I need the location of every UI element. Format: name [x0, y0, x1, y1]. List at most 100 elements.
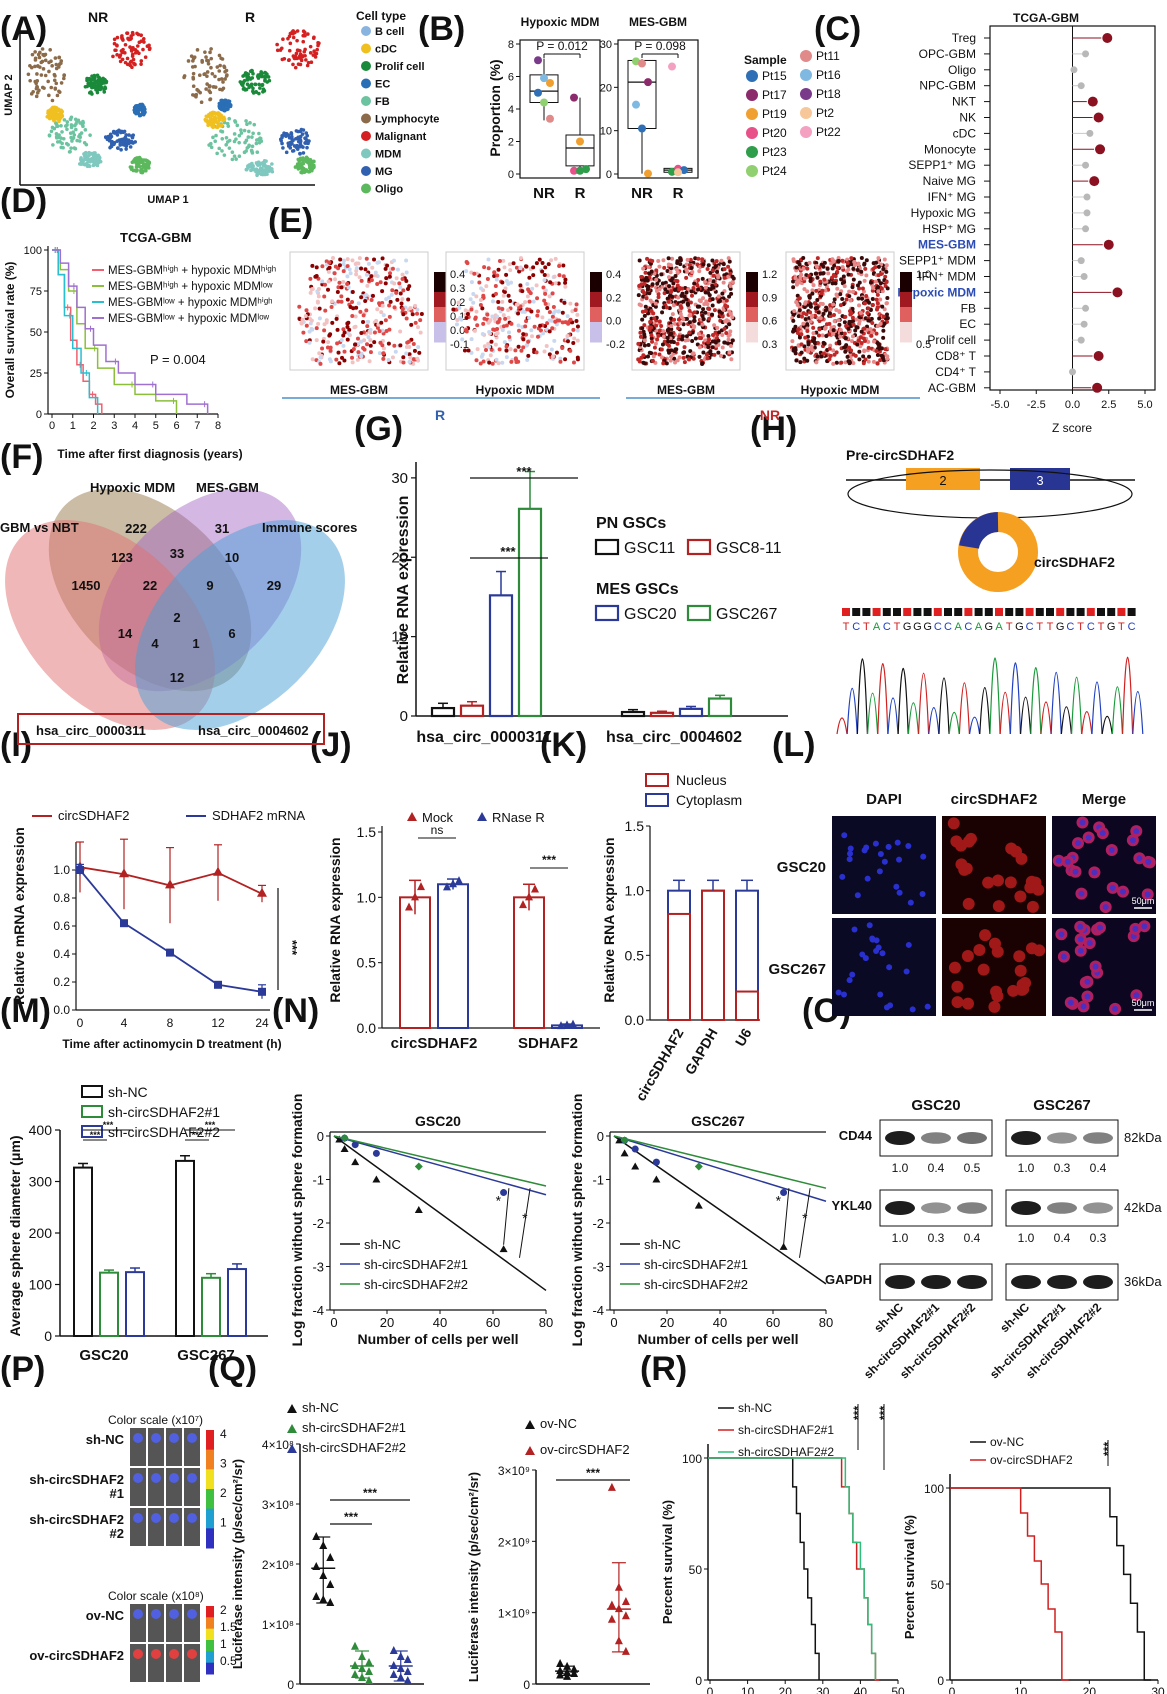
if-cell	[1032, 883, 1045, 896]
spatial-spot	[481, 321, 486, 326]
if-nucleus	[1108, 847, 1115, 854]
scale-bar-segment	[900, 332, 912, 338]
umap-cell-point	[29, 92, 34, 96]
umap-cell-point	[28, 78, 32, 83]
sample-entry-1: Pt11	[816, 49, 840, 63]
spatial-spot	[857, 357, 862, 362]
ivis-scale-tick: 1.5	[220, 1620, 237, 1634]
umap-cell-point	[39, 73, 44, 77]
spatial-spot	[837, 339, 842, 344]
spatial-spot	[706, 311, 711, 316]
spatial-spot	[530, 286, 535, 291]
seq-base: G	[985, 621, 994, 633]
wb-quant: 1.0	[1018, 1161, 1035, 1175]
spatial-spot	[826, 271, 831, 276]
spatial-spot	[372, 257, 377, 262]
umap-cell-point	[59, 81, 64, 85]
spatial-spot	[568, 317, 573, 322]
km-x-label: Time after first diagnosis (years)	[57, 447, 242, 461]
spatial-spot	[821, 264, 826, 269]
spatial-spot	[496, 299, 501, 304]
spatial-spot	[791, 313, 796, 318]
replicate-point	[557, 1021, 565, 1030]
spatial-spot	[639, 275, 644, 280]
spatial-spot	[682, 360, 687, 365]
scale-bar-segment	[746, 282, 758, 288]
spatial-spot	[670, 312, 675, 317]
spatial-spot	[861, 354, 866, 359]
spatial-spot	[655, 281, 660, 286]
y-tick-label: -2	[592, 1216, 604, 1231]
if-cell	[961, 997, 974, 1010]
spatial-spot	[822, 260, 827, 265]
umap-cell-point	[253, 82, 258, 87]
p-value: P = 0.098	[634, 39, 686, 53]
celltype-label-20: CD8⁺ T	[935, 349, 976, 363]
umap-cell-point	[124, 137, 128, 142]
spatial-spot	[849, 311, 854, 316]
spatial-spot	[726, 274, 731, 279]
spatial-spot	[558, 356, 563, 361]
celltype-label-10: IFN⁺ MG	[928, 190, 976, 204]
spatial-spot	[791, 257, 796, 262]
spatial-spot	[317, 351, 322, 356]
if-nucleus	[1055, 857, 1062, 864]
mouse-point	[326, 1553, 335, 1561]
spatial-spot	[507, 334, 512, 339]
spatial-spot	[466, 348, 471, 353]
spatial-spot	[712, 323, 717, 328]
umap-cell-point	[50, 98, 55, 103]
spatial-spot	[808, 302, 813, 307]
spatial-spot	[834, 360, 839, 365]
spatial-spot	[666, 299, 671, 304]
umap-cell-point	[210, 71, 215, 76]
spatial-spot	[333, 277, 338, 282]
scale-tick-label: 0.0	[450, 325, 465, 337]
spatial-spot	[857, 286, 862, 291]
umap-cell-point	[217, 77, 221, 82]
spatial-spot	[684, 334, 689, 339]
plot-frame	[617, 39, 699, 179]
q-y-label-0: Luciferase intensity (p/sec/cm²/sr)	[230, 1459, 245, 1669]
wb-protein-1: YKL40	[832, 1198, 872, 1213]
elda-point	[340, 1134, 349, 1143]
spatial-spot	[725, 304, 730, 309]
seq-base: T	[1098, 621, 1105, 633]
umap-cell-point	[134, 106, 138, 110]
circ-label: circSDHAF2	[1034, 554, 1115, 570]
mouse-point	[556, 1659, 565, 1668]
seq-base: G	[923, 621, 932, 633]
y-tick-label: 8	[508, 39, 514, 51]
umap-cell-point	[280, 57, 285, 62]
elda-fit-1	[333, 1135, 547, 1196]
spatial-spot	[851, 266, 856, 271]
panel-label-q: (Q)	[208, 1350, 257, 1388]
decay-point	[76, 866, 84, 874]
spatial-spot	[656, 292, 661, 297]
spatial-spot	[856, 338, 861, 343]
blot-band	[957, 1132, 987, 1144]
seq-base: T	[1006, 621, 1013, 633]
spatial-spot	[843, 360, 848, 365]
seq-box	[862, 608, 871, 616]
spatial-spot	[487, 360, 492, 365]
x-tick-label: 2	[90, 420, 96, 432]
scale-bar-segment	[900, 297, 912, 303]
scale-bar-segment	[434, 287, 446, 293]
venn-count-3: 29	[267, 578, 281, 593]
if-cell	[1004, 876, 1017, 889]
spatial-spot	[866, 345, 871, 350]
if-nucleus	[1112, 1005, 1119, 1012]
sig-label: ***	[344, 1510, 358, 1524]
spatial-spot	[372, 330, 377, 335]
y-tick-label: 1.0	[53, 863, 70, 877]
spatial-spot	[381, 313, 386, 318]
spatial-spot	[793, 275, 798, 280]
km-y-label: Overall survival rate (%)	[3, 262, 17, 399]
spatial-spot	[857, 303, 862, 308]
scale-tick-label: 0.9	[762, 292, 777, 304]
y-tick-label: 0.0	[53, 1003, 70, 1017]
y-tick-label: 100	[924, 1482, 944, 1496]
spatial-spot	[710, 345, 715, 350]
umap-cell-point	[209, 47, 213, 51]
